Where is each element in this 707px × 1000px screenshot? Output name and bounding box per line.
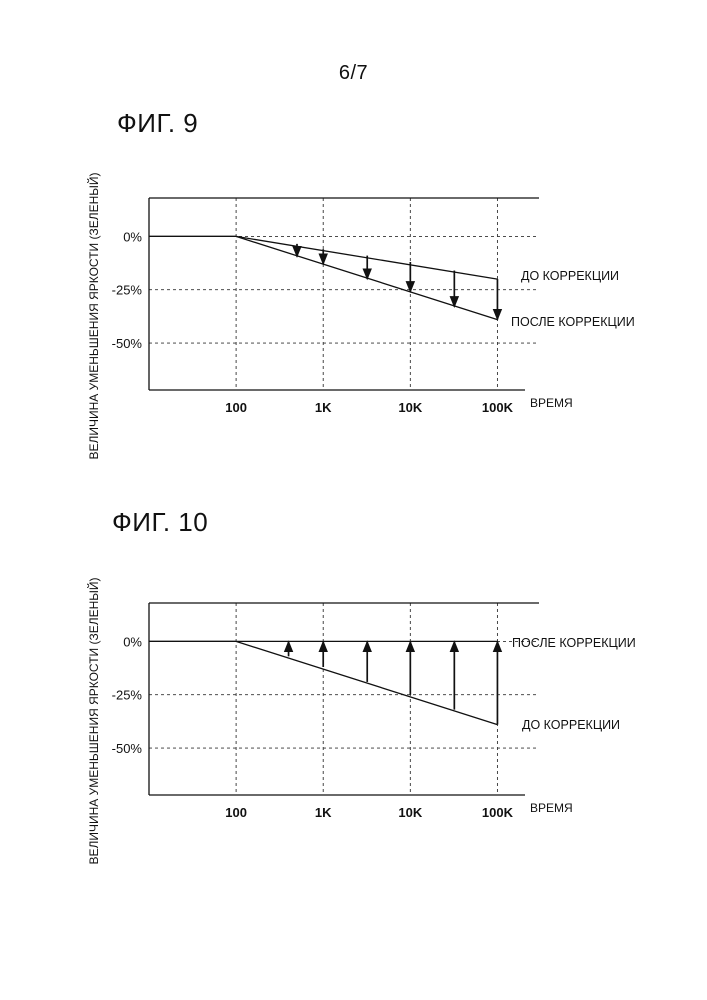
y-tick-label: -25% bbox=[112, 688, 143, 703]
y-tick-label: 0% bbox=[123, 634, 142, 649]
x-tick-label: 10K bbox=[398, 805, 422, 820]
fig9-chart: 100 1K 10K 100K ВРЕМЯ 0% -25% -50% ВЕЛИЧИНА УМЕН… bbox=[86, 172, 635, 459]
y-axis-label: ВЕЛИЧИНА УМЕНЬШЕНИЯ ЯРКОСТИ (ЗЕЛЕНЫЙ) bbox=[86, 172, 101, 459]
y-tick-label: -50% bbox=[112, 336, 143, 351]
fig9-title: ФИГ. 9 bbox=[117, 108, 199, 138]
x-tick-label: 100 bbox=[225, 400, 247, 415]
series-label: ДО КОРРЕКЦИИ bbox=[522, 718, 620, 732]
x-tick-label: 100K bbox=[482, 805, 514, 820]
fig10-title: ФИГ. 10 bbox=[112, 507, 209, 537]
series-label: ДО КОРРЕКЦИИ bbox=[521, 269, 619, 283]
series-label: ПОСЛЕ КОРРЕКЦИИ bbox=[511, 315, 635, 329]
x-tick-label: 100K bbox=[482, 400, 514, 415]
y-tick-label: 0% bbox=[123, 229, 142, 244]
x-axis-label: ВРЕМЯ bbox=[530, 396, 573, 410]
series-line-2 bbox=[149, 640, 498, 726]
y-tick-label: -25% bbox=[112, 283, 143, 298]
fig10-chart: 100 1K 10K 100K ВРЕМЯ 0% -25% -50% ВЕЛИЧИНА УМЕН… bbox=[86, 577, 636, 864]
x-tick-label: 10K bbox=[398, 400, 422, 415]
x-axis-label: ВРЕМЯ bbox=[530, 801, 573, 815]
x-tick-label: 1K bbox=[315, 400, 332, 415]
y-axis-label: ВЕЛИЧИНА УМЕНЬШЕНИЯ ЯРКОСТИ (ЗЕЛЕНЫЙ) bbox=[86, 577, 101, 864]
page-number: 6/7 bbox=[338, 62, 369, 84]
x-tick-label: 1K bbox=[315, 805, 332, 820]
x-tick-label: 100 bbox=[225, 805, 247, 820]
series-label: ПОСЛЕ КОРРЕКЦИИ bbox=[512, 636, 636, 650]
y-tick-label: -50% bbox=[112, 741, 143, 756]
